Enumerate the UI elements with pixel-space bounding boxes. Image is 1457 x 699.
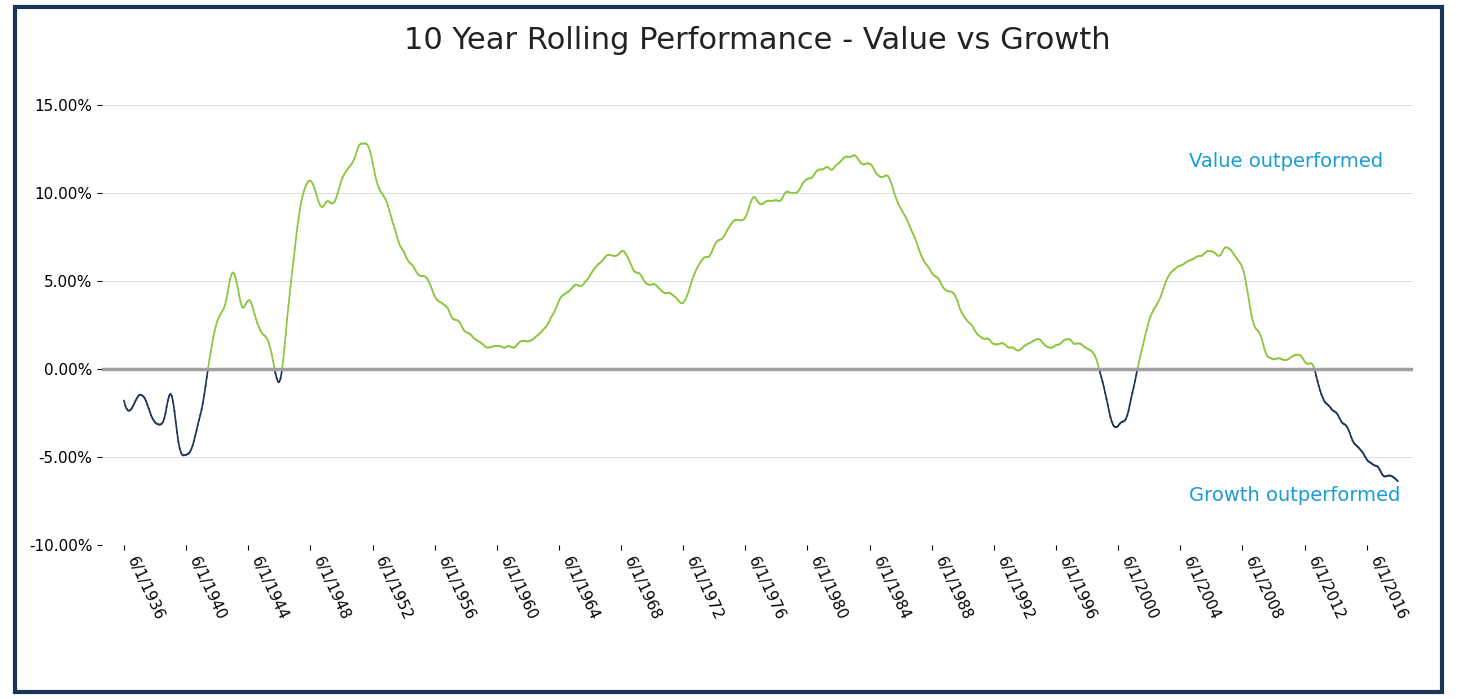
Text: Growth outperformed: Growth outperformed: [1189, 487, 1400, 505]
Title: 10 Year Rolling Performance - Value vs Growth: 10 Year Rolling Performance - Value vs G…: [405, 26, 1110, 55]
Text: Value outperformed: Value outperformed: [1189, 152, 1384, 171]
